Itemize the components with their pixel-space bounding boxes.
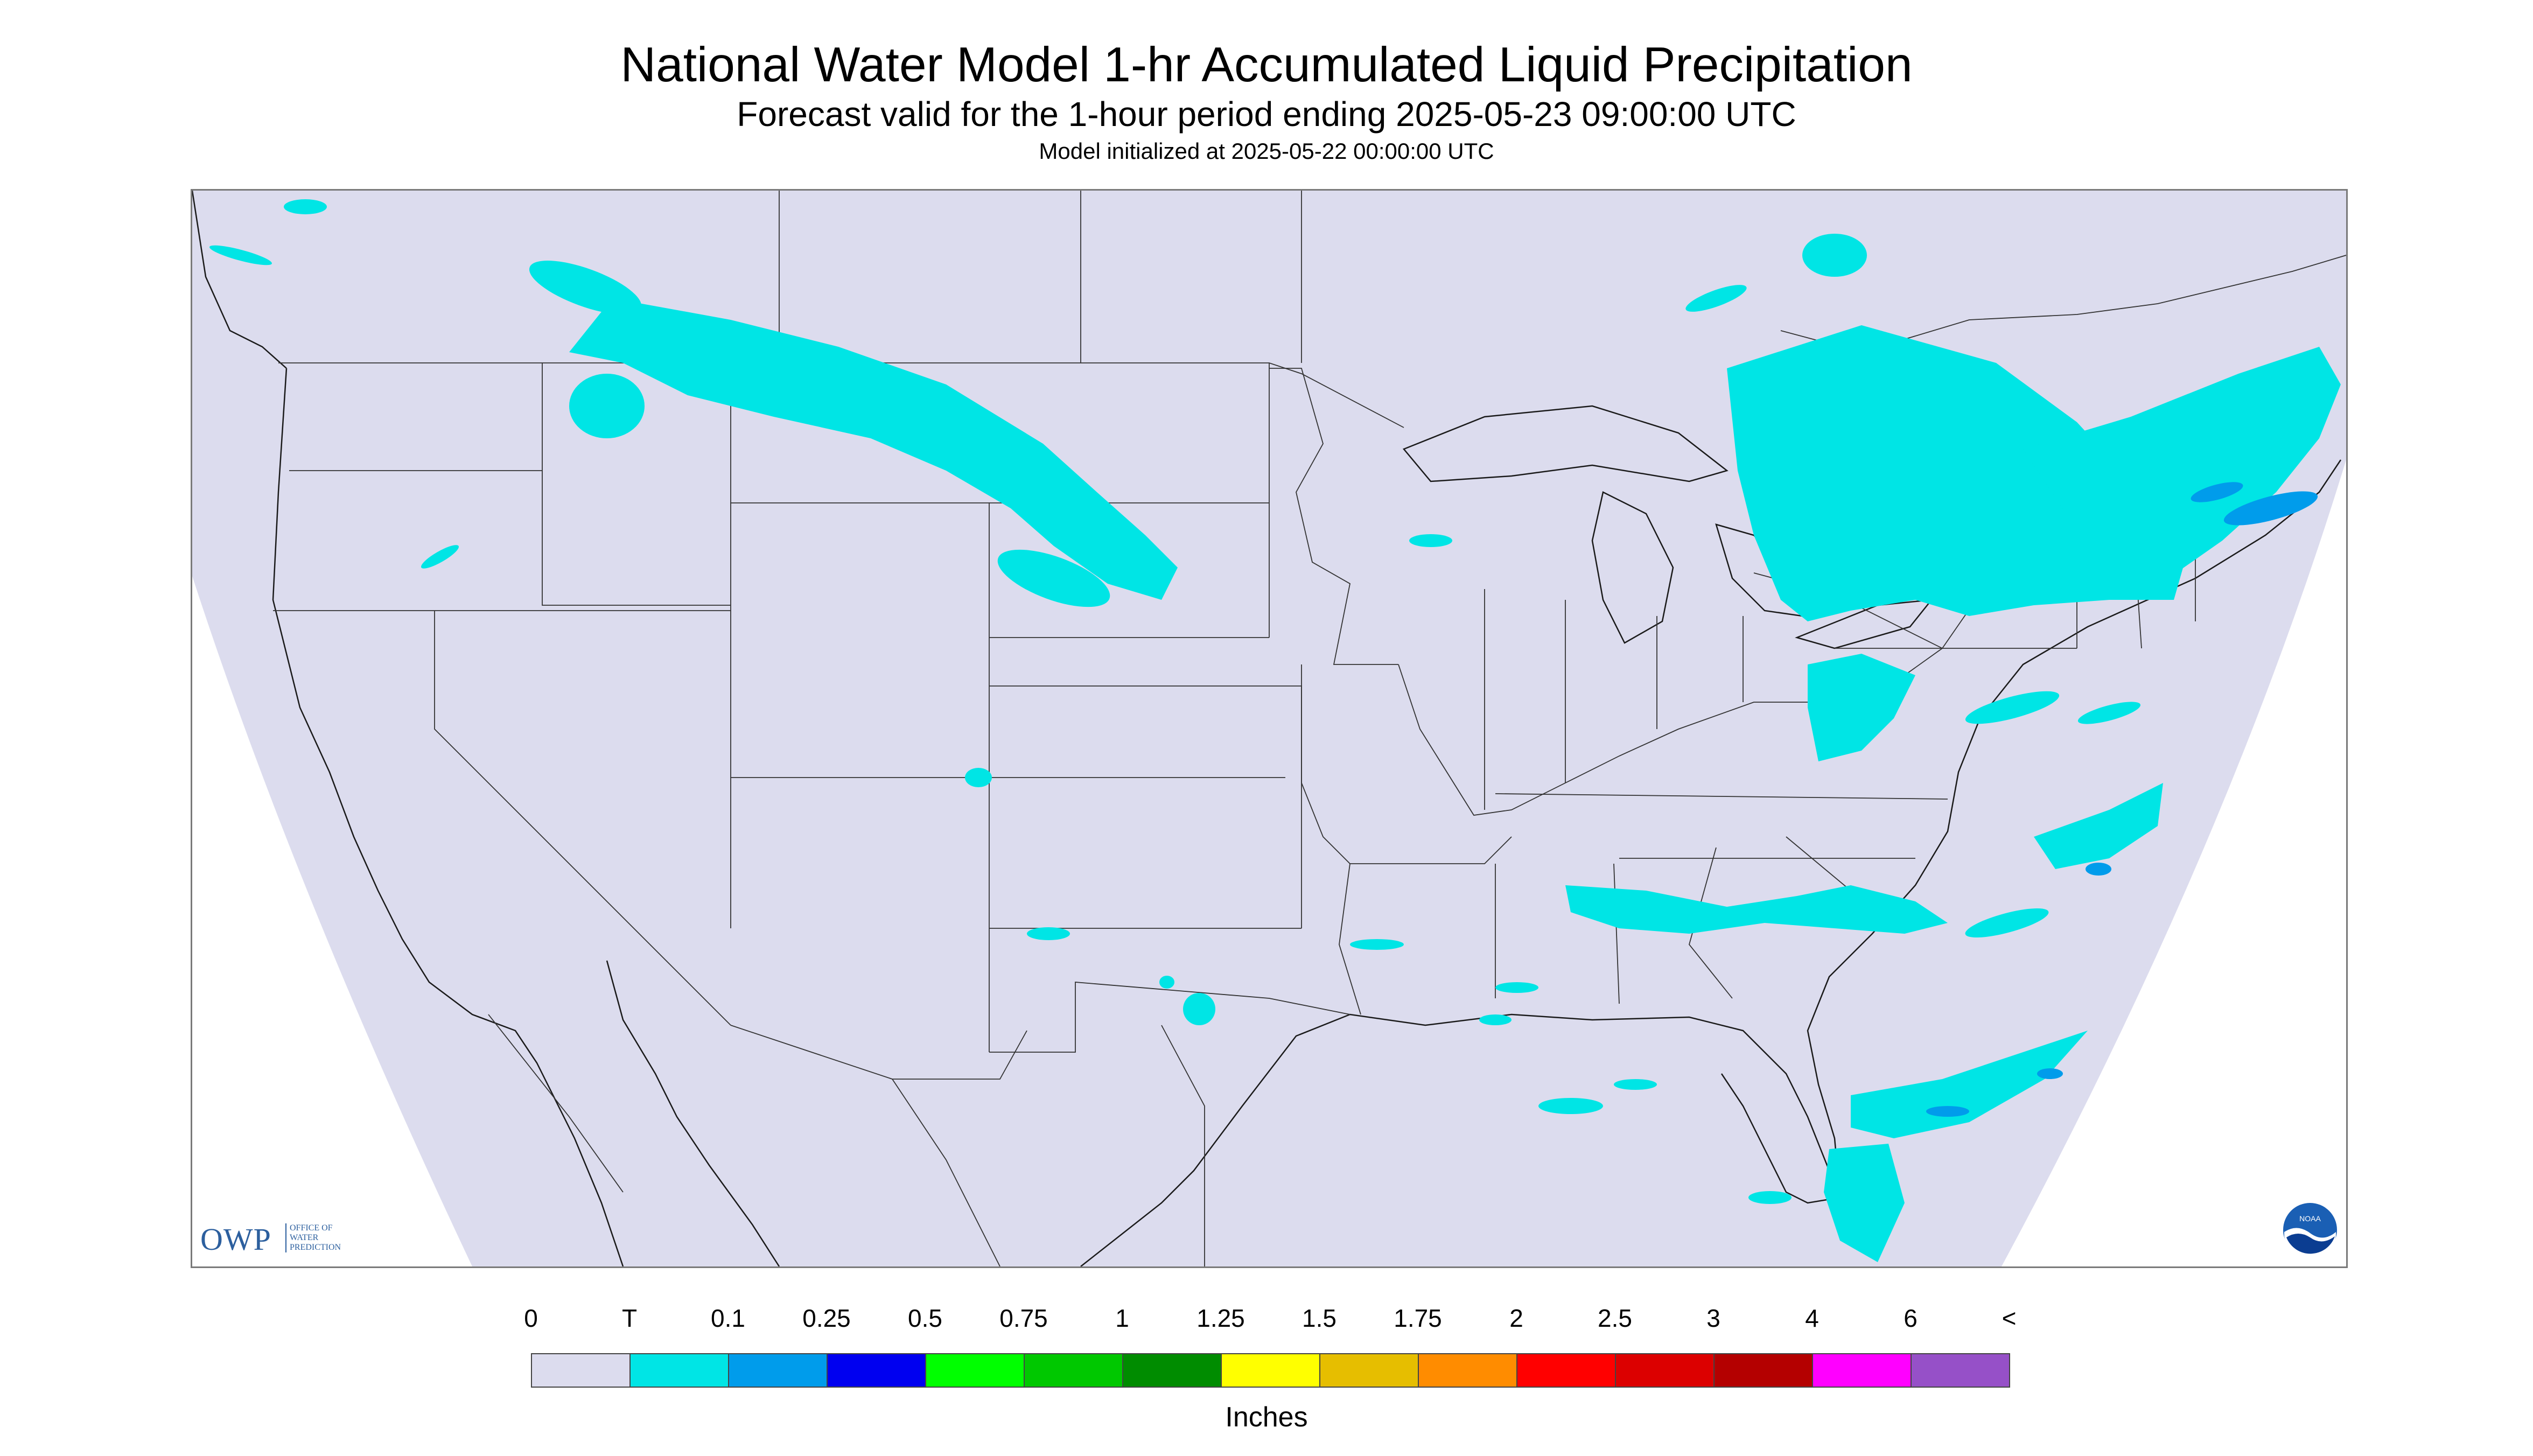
legend-tick-label: 4 [1805, 1304, 1819, 1332]
model-init-line: Model initialized at 2025-05-22 00:00:00… [1039, 138, 1494, 164]
precipitation-light [209, 199, 2341, 1262]
legend-swatch [1024, 1353, 1123, 1388]
map-canvas [192, 191, 2346, 1266]
legend-tick-label: 0 [524, 1304, 538, 1332]
legend-swatch [1418, 1353, 1517, 1388]
legend-tick-label: 0.5 [908, 1304, 942, 1332]
owp-logo-mark: OWP [200, 1222, 271, 1257]
legend-swatch [1713, 1353, 1813, 1388]
legend-tick-label: 1.75 [1394, 1304, 1442, 1332]
noaa-logo-text: NOAA [2299, 1214, 2321, 1223]
legend-swatch [827, 1353, 926, 1388]
legend-swatch [1319, 1353, 1419, 1388]
legend-tick-label: 3 [1706, 1304, 1720, 1332]
forecast-valid-subtitle: Forecast valid for the 1-hour period end… [737, 95, 1796, 134]
legend-tick-label: 2 [1509, 1304, 1523, 1332]
legend-tick-label: 1.25 [1196, 1304, 1245, 1332]
model-domain [192, 191, 2346, 1266]
legend-swatch [1122, 1353, 1222, 1388]
precip-legend: 0 T 0.1 0.25 0.5 0.75 1 1.25 1.5 1.75 2 2.5 3 4 6 < Inch… [0, 1282, 2533, 1443]
legend-tick-label: 1.5 [1302, 1304, 1337, 1332]
legend-swatch [1812, 1353, 1912, 1388]
legend-swatch [629, 1353, 729, 1388]
legend-swatch [1221, 1353, 1320, 1388]
owp-logo-text: OFFICE OF WATER PREDICTION [285, 1223, 354, 1252]
legend-swatch [925, 1353, 1025, 1388]
noaa-logo-icon: NOAA [2283, 1203, 2337, 1258]
legend-swatch [728, 1353, 828, 1388]
legend-swatch [1911, 1353, 2010, 1388]
coastline [192, 191, 2342, 1266]
precipitation-medium [1926, 482, 2318, 1117]
legend-swatch [531, 1353, 631, 1388]
legend-tick-label: T [621, 1304, 638, 1332]
owp-logo: OWP OFFICE OF WATER PREDICTION [200, 1218, 394, 1261]
legend-tick-label: 0.25 [802, 1304, 851, 1332]
legend-swatch [1516, 1353, 1616, 1388]
legend-tick-label: 6 [1904, 1304, 1918, 1332]
legend-tick-label: < [2002, 1304, 2017, 1332]
legend-tick-label: 1 [1115, 1304, 1129, 1332]
legend-units-label: Inches [1225, 1402, 1308, 1433]
legend-swatch [1615, 1353, 1715, 1388]
legend-tick-label: 0.75 [999, 1304, 1048, 1332]
chart-title: National Water Model 1-hr Accumulated Li… [620, 38, 1913, 92]
legend-tick-label: 0.1 [711, 1304, 745, 1332]
legend-tick-label: 2.5 [1598, 1304, 1632, 1332]
precipitation-map[interactable] [191, 189, 2348, 1268]
